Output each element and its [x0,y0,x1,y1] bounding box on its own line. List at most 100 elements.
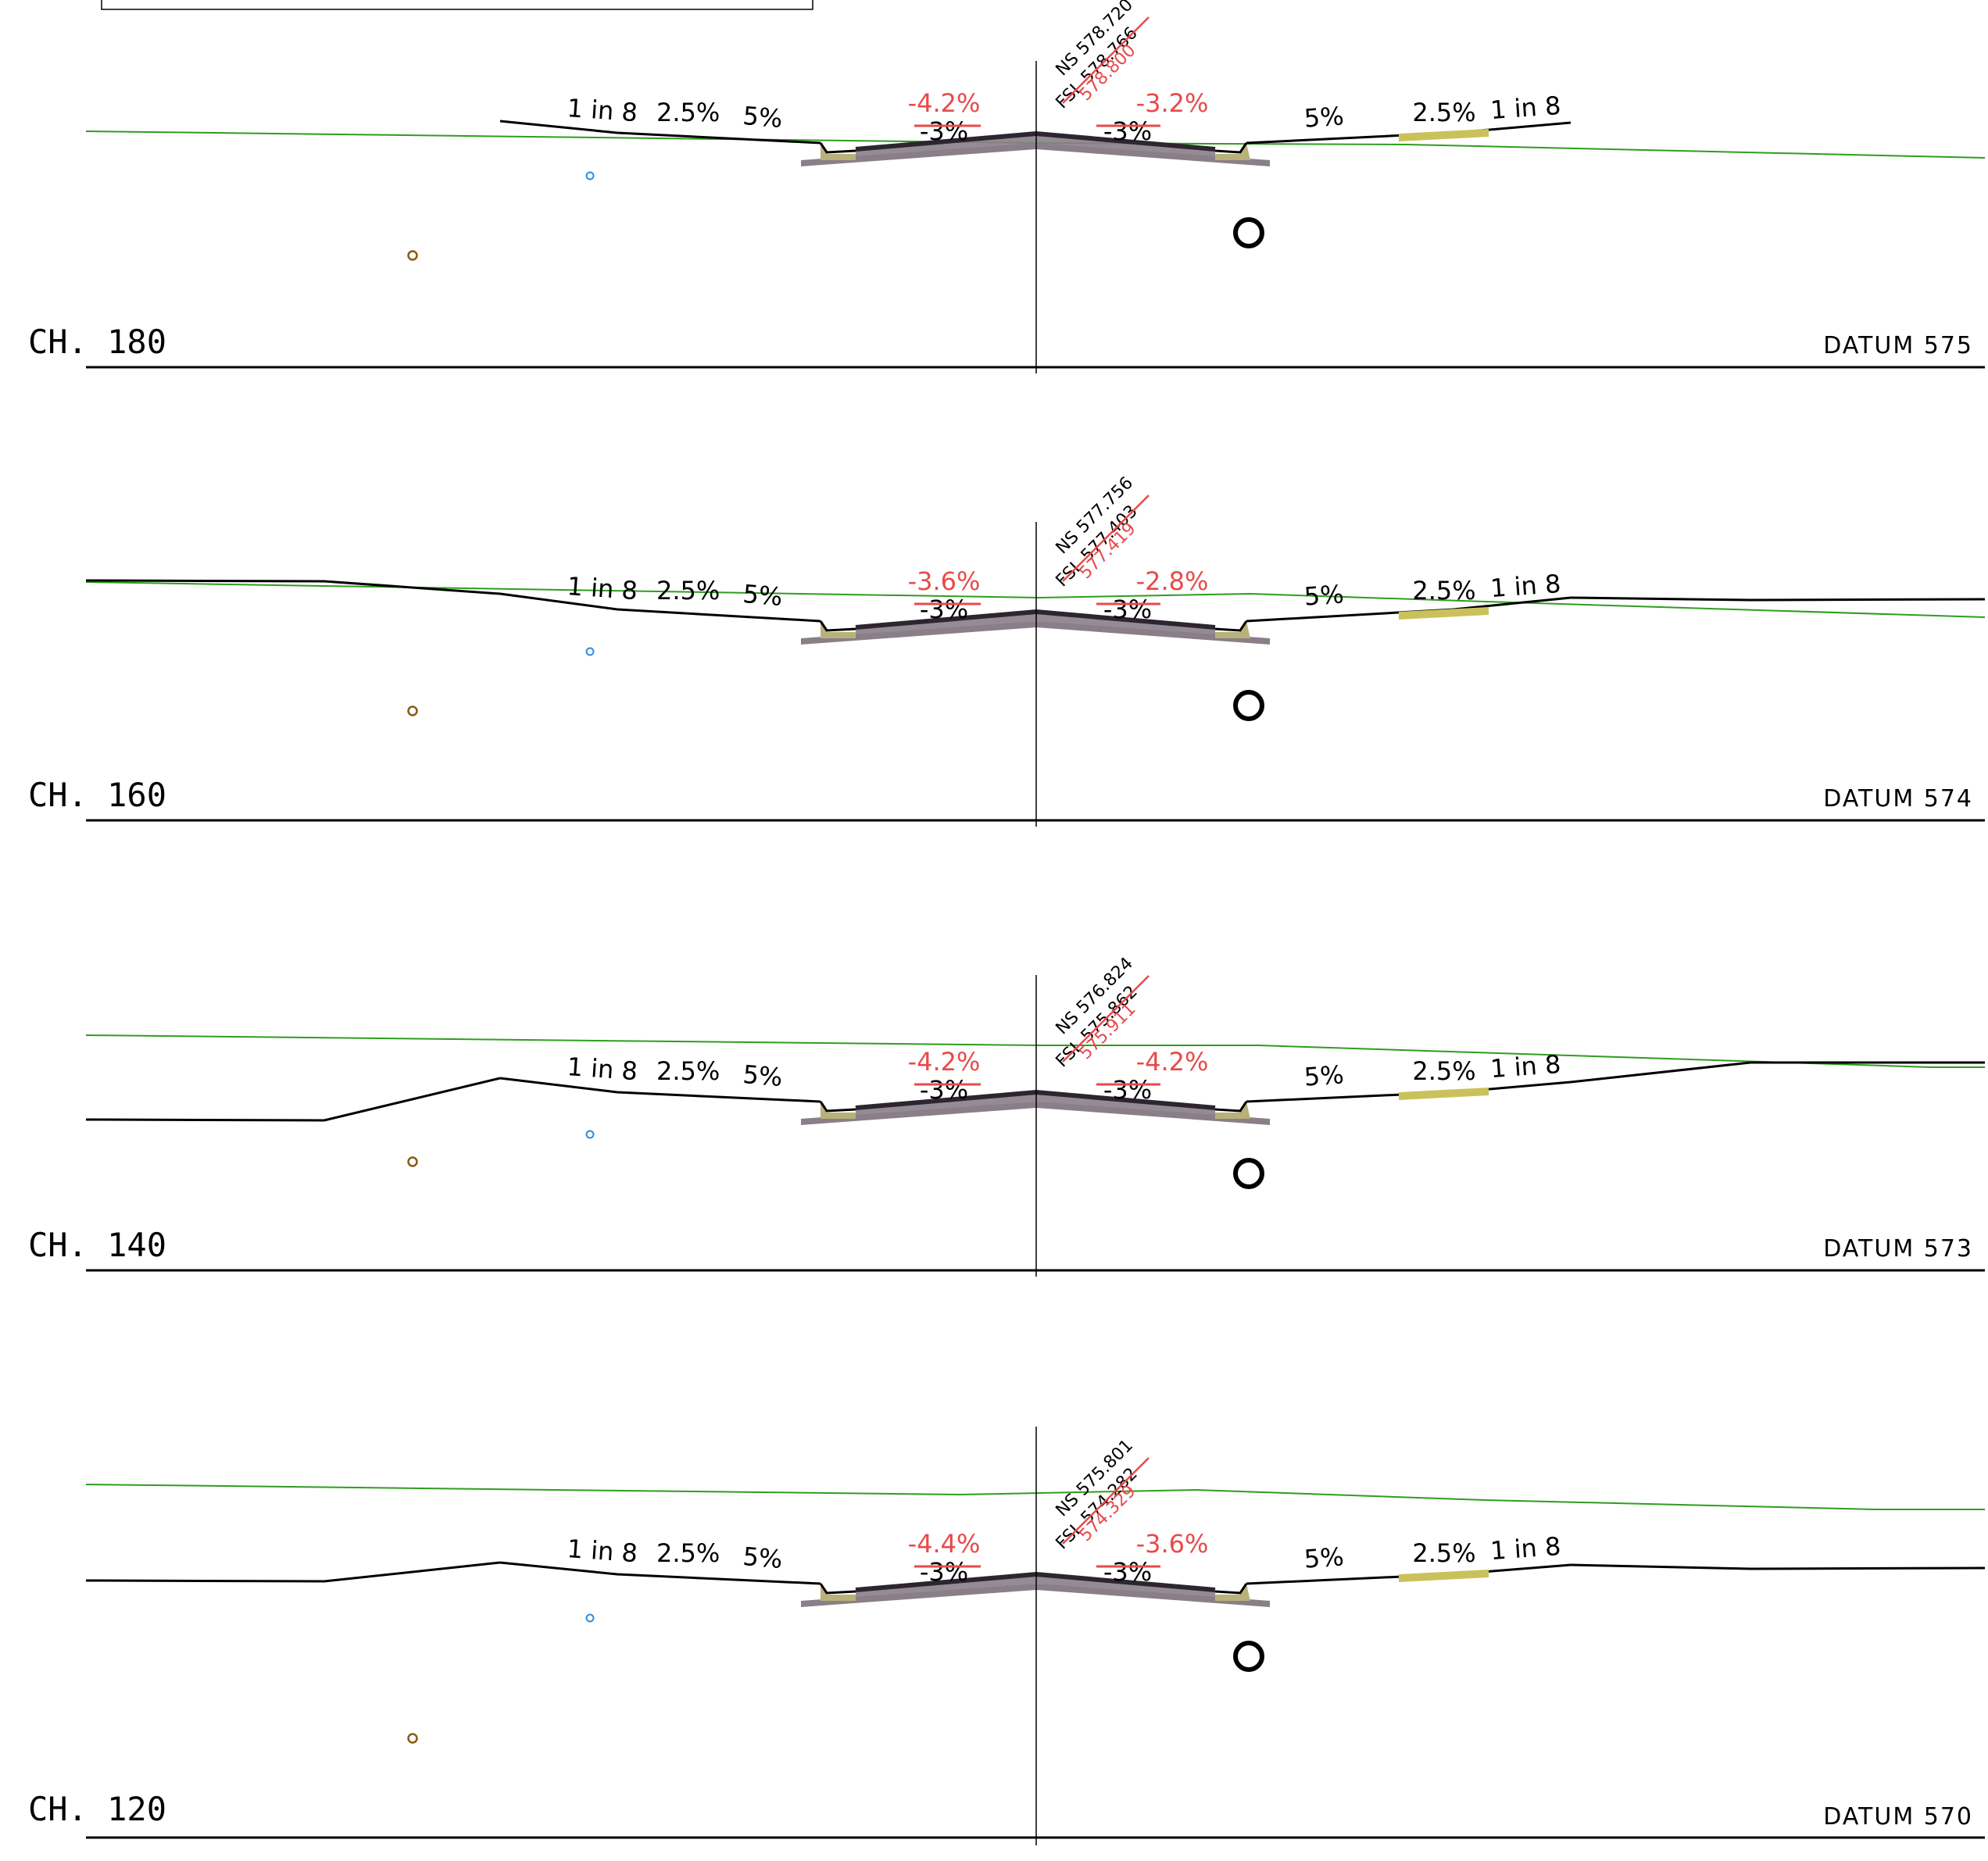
left-batter-label: 1 in 8 [566,1052,638,1086]
right-crossfall-old-label: -3% [1103,1557,1152,1587]
right-grade-1-label: 2.5% [1412,1538,1475,1568]
right-kerb [1215,621,1250,638]
left-grade-1-label: 2.5% [656,1538,720,1568]
right-kerb [1215,1102,1250,1119]
left-kerb [821,1584,856,1601]
stormwater-pipe-icon [1233,690,1264,721]
stormwater-pipe-icon [1233,217,1264,248]
left-batter-line [85,1561,501,1583]
datum-label: DATUM 573 [1823,1235,1973,1263]
chainage-label: CH. 160 [28,776,166,814]
left-batter-label: 1 in 8 [566,1534,638,1568]
cross-section-180: CH. 180 DATUM 575 1 in 8 2.5% 5% 5% 2.5% 1 in 8… [28,0,1986,373]
right-crossfall-old-label: -3% [1103,116,1152,146]
right-grade-1-label: 2.5% [1412,576,1475,605]
left-kerb-outline [819,620,856,632]
stormwater-pipe-icon [1233,1641,1264,1672]
right-grade-2-label: 5% [1303,1541,1345,1573]
left-crossfall-old-label: -3% [920,595,968,624]
right-crossfall-old-label: -3% [1103,595,1152,624]
right-batter-label: 1 in 8 [1489,569,1562,603]
left-batter-line [85,1077,501,1122]
datum-label: DATUM 574 [1823,785,1973,813]
right-grade-1-label: 2.5% [1412,98,1475,127]
footpath [1399,1088,1489,1100]
datum-label: DATUM 575 [1823,332,1973,359]
left-crossfall-old-label: -3% [920,1557,968,1587]
right-batter-line [1570,596,1986,602]
right-crossfall-new-label: -4.2% [1136,1047,1209,1077]
left-kerb-outline [819,142,856,154]
natural-surface-line [85,581,1986,618]
right-batter-label: 1 in 8 [1489,91,1562,125]
left-grade-1-label: 2.5% [656,1056,720,1086]
sewer-main-icon [407,1156,418,1167]
right-crossfall-old-label: -3% [1103,1075,1152,1105]
left-crossfall-new-label: -4.2% [908,1047,981,1077]
fsl-strike [1062,495,1150,582]
left-kerb [821,1102,856,1119]
right-grade-2-label: 5% [1303,1059,1345,1091]
chainage-label: CH. 140 [28,1226,166,1264]
cross-section-160: CH. 160 DATUM 574 1 in 8 2.5% 5% 5% 2.5% 1 in 8… [28,473,1986,827]
left-crossfall-old-label: -3% [920,116,968,146]
right-kerb-outline [1214,142,1248,154]
fsl-strike [1062,975,1150,1063]
footpath [1399,1570,1489,1582]
fsl-strike [1062,1457,1150,1545]
left-grade-2-label: 5% [742,579,784,612]
natural-surface-line [85,1484,1985,1510]
left-crossfall-new-label: -4.4% [908,1529,981,1559]
left-verge-line [499,120,821,145]
right-grade-2-label: 5% [1303,579,1345,611]
pavement-layer [856,612,1215,637]
left-verge-line [499,592,821,623]
left-batter-label: 1 in 8 [566,571,638,605]
pavement-layer [856,1092,1215,1117]
fsl-strike [1062,16,1150,104]
footpath [1399,129,1489,141]
sewer-main-icon [407,250,418,261]
pavement-layer [856,1574,1215,1599]
left-verge-line [499,1077,821,1103]
right-grade-1-label: 2.5% [1412,1056,1475,1086]
left-crossfall-new-label: -4.2% [908,88,981,118]
right-kerb-outline [1214,1101,1248,1113]
left-kerb [821,143,856,160]
chainage-label: CH. 180 [28,323,166,361]
right-crossfall-new-label: -2.8% [1136,566,1209,596]
left-kerb-outline [819,1101,856,1113]
water-main-icon [585,1130,595,1139]
water-main-icon [585,1613,595,1623]
right-kerb [1215,143,1250,160]
sewer-main-icon [407,1733,418,1744]
left-grade-2-label: 5% [742,1541,784,1574]
right-crossfall-new-label: -3.6% [1136,1529,1209,1559]
left-kerb [821,621,856,638]
chainage-label: CH. 120 [28,1790,166,1828]
right-batter-label: 1 in 8 [1489,1049,1562,1084]
footpath [1399,607,1489,620]
cross-section-140: CH. 140 DATUM 573 1 in 8 2.5% 5% 5% 2.5% 1 in 8… [28,954,1985,1277]
right-kerb-outline [1214,620,1248,632]
natural-surface-line [85,1034,1985,1068]
left-batter-label: 1 in 8 [566,93,638,127]
left-batter-line [85,579,501,595]
left-kerb-outline [819,1583,856,1595]
datum-label: DATUM 570 [1823,1803,1973,1831]
pavement-layer [856,134,1215,159]
left-verge-line [499,1561,821,1585]
title-block-frame [101,0,813,10]
water-main-icon [585,171,595,180]
water-main-icon [585,647,595,656]
left-grade-1-label: 2.5% [656,576,720,605]
left-grade-2-label: 5% [742,101,784,134]
left-crossfall-old-label: -3% [920,1075,968,1105]
right-batter-label: 1 in 8 [1489,1531,1562,1566]
natural-surface-line [85,130,1986,159]
left-crossfall-new-label: -3.6% [908,566,981,596]
right-batter-line [1570,1061,1985,1084]
right-kerb [1215,1584,1250,1601]
sewer-main-icon [407,705,418,716]
